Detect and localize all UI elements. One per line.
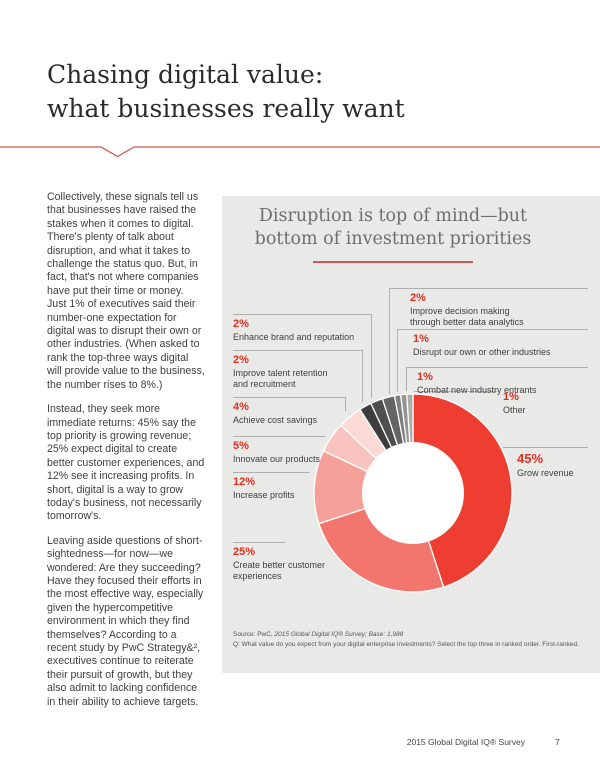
callout-text: Improve decision making through better d… [410, 306, 524, 327]
footer-survey-title: 2015 Global Digital IQ® Survey [406, 737, 525, 747]
body-paragraph-1: Collectively, these signals tell us that… [47, 191, 205, 391]
page-title-line2: what businesses really want [47, 94, 405, 123]
callout-line [414, 391, 497, 392]
body-paragraph-3: Leaving aside questions of short-sighted… [47, 534, 204, 708]
callout-label-decision-making: 2% Improve decision making through bette… [410, 292, 540, 328]
body-text-column: Collectively, these signals tell us that… [47, 191, 205, 720]
callout-line [389, 288, 588, 289]
callout-label-cost-savings: 4% Achieve cost savings [233, 401, 363, 426]
callout-pct: 1% [503, 391, 519, 403]
callout-pct: 5% [233, 440, 249, 452]
callout-line [406, 367, 407, 391]
chart-source-note: Source: PwC, 2015 Global Digital IQ® Sur… [233, 630, 588, 649]
callout-pct: 4% [233, 401, 249, 413]
source-question: Q: What value do you expect from your di… [233, 640, 579, 648]
callout-text: Grow revenue [517, 468, 574, 478]
source-prefix: Source: PwC, [233, 631, 275, 638]
callout-line [397, 329, 588, 330]
callout-label-talent-retention: 2% Improve talent retention and recruitm… [233, 354, 343, 390]
source-italic: 2015 Global Digital IQ® Survey; Base: 1,… [274, 631, 404, 638]
callout-text: Disrupt our own or other industries [413, 347, 551, 357]
callout-pct: 45% [517, 451, 544, 466]
footer-page-number: 7 [555, 737, 560, 747]
callout-line [397, 329, 398, 392]
callout-line [233, 314, 371, 315]
callout-text: Increase profits [233, 490, 295, 500]
callout-line [345, 397, 346, 411]
callout-label-combat-entrants: 1% Combat new industry entrants [417, 371, 587, 396]
callout-pct: 2% [233, 318, 249, 330]
page-title-line1: Chasing digital value: [47, 60, 324, 89]
callout-line [371, 314, 372, 398]
callout-label-innovate-products: 5% Innovate our products [233, 440, 363, 465]
callout-label-increase-profits: 12% Increase profits [233, 476, 353, 501]
callout-line [406, 367, 588, 368]
donut-chart-svg [313, 393, 513, 593]
page-title: Chasing digital value: what businesses r… [47, 58, 527, 126]
callout-line [503, 447, 588, 448]
chart-title-line1: Disruption is top of mind—but [258, 206, 528, 226]
chart-title-line2: bottom of investment priorities [254, 229, 532, 249]
callout-pct: 2% [233, 354, 249, 366]
callout-label-disrupt-industries: 1% Disrupt our own or other industries [413, 333, 588, 358]
callout-line [233, 472, 310, 473]
callout-text: Achieve cost savings [233, 415, 318, 425]
donut-chart [313, 393, 513, 593]
callout-line [389, 288, 390, 394]
chart-title-underline [313, 261, 473, 263]
callout-label-customer-experiences: 25% Create better customer experiences [233, 546, 338, 582]
callout-text: Combat new industry entrants [417, 385, 537, 395]
callout-text: Improve talent retention and recruitment [233, 368, 328, 389]
callout-line [233, 397, 345, 398]
donut-hole [362, 442, 464, 544]
callout-pct: 12% [233, 476, 256, 488]
callout-label-enhance-brand: 2% Enhance brand and reputation [233, 318, 393, 343]
callout-text: Enhance brand and reputation [233, 332, 355, 342]
callout-pct: 1% [413, 333, 429, 345]
body-paragraph-2: Instead, they seek more immediate return… [47, 403, 205, 523]
callout-line [362, 350, 363, 402]
callout-line [233, 542, 285, 543]
callout-label-other: 1% Other [503, 391, 573, 416]
callout-text: Create better customer experiences [233, 560, 326, 581]
divider-rule [0, 146, 600, 158]
callout-pct: 25% [233, 546, 256, 558]
callout-text: Innovate our products [233, 454, 321, 464]
callout-text: Other [503, 405, 526, 415]
callout-pct: 1% [417, 371, 433, 383]
chart-title: Disruption is top of mind—but bottom of … [222, 205, 564, 251]
callout-label-grow-revenue: 45% Grow revenue [517, 451, 600, 479]
callout-line [233, 350, 362, 351]
callout-pct: 2% [410, 292, 426, 304]
callout-line [233, 436, 325, 437]
source-line: Source: PwC, 2015 Global Digital IQ® Sur… [233, 630, 588, 640]
